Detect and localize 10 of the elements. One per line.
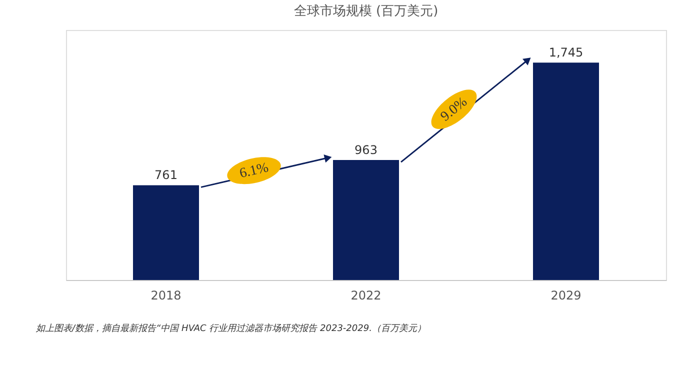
x-tick-label: 2022: [350, 288, 382, 302]
data-label: 761: [154, 168, 178, 182]
x-tick-label: 2018: [150, 288, 182, 302]
annotation: 6.1%: [238, 160, 270, 182]
chart-title: 全球市场规模 (百万美元): [294, 3, 438, 19]
text: 如上图表/数据，摘自最新报告“中国 HVAC 行业用过滤器市场研究报告 2023-2029.（百万美元）: [35, 323, 426, 334]
annotation: 9.0%: [438, 94, 471, 125]
data-label: 1,745: [548, 46, 584, 60]
x-tick-label: 2029: [550, 288, 582, 302]
data-label: 963: [354, 143, 378, 158]
